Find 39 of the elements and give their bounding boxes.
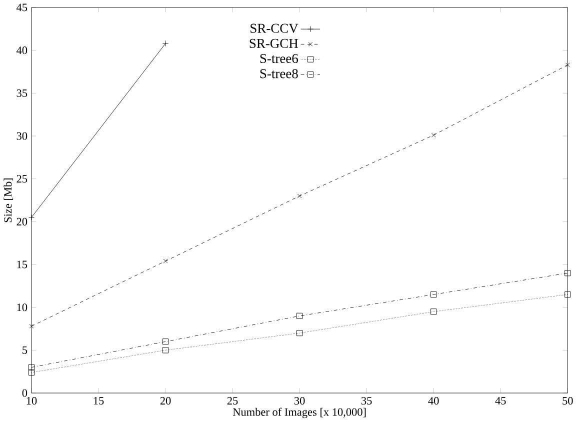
x-axis-title: Number of Images [x 10,000] [232,408,366,418]
y-tick-label: 15 [17,260,28,268]
point [296,312,303,319]
legend-label: SR-GCH [250,38,298,48]
point [564,292,571,298]
point [431,132,436,138]
point [28,364,35,370]
x-tick-label: 45 [495,397,506,405]
legend-label: SR-CCV [250,24,298,33]
point [430,308,437,315]
x-tick-label: 35 [362,397,372,405]
y-tick-label: 45 [16,4,28,12]
y-tick-label: 0 [22,389,28,397]
y-tick-label: 20 [16,218,28,226]
y-tick-label: 5 [22,346,28,354]
x-tick-label: 30 [294,397,305,405]
point [430,292,437,298]
x-tick-label: 50 [562,397,573,405]
point [564,270,571,276]
y-tick-label: 10 [17,304,28,312]
y-tick-label: 30 [16,132,28,140]
legend-label: S-tree6 [260,54,298,64]
y-axis-title: Size [Mb] [4,178,14,222]
x-tick-label: 25 [227,397,238,405]
y-tick-label: 35 [16,89,28,97]
x-tick-label: 20 [160,397,171,405]
point [297,194,302,198]
y-tick-label: 40 [16,46,28,54]
x-tick-label: 15 [94,397,104,405]
legend-label: S-tree8 [260,69,298,78]
point [28,369,35,376]
point [162,347,169,354]
x-tick-label: 40 [428,397,439,405]
point [29,324,34,328]
point [565,62,570,68]
point [163,258,168,264]
y-tick-label: 25 [16,175,28,183]
point [162,338,169,345]
point [296,330,303,336]
